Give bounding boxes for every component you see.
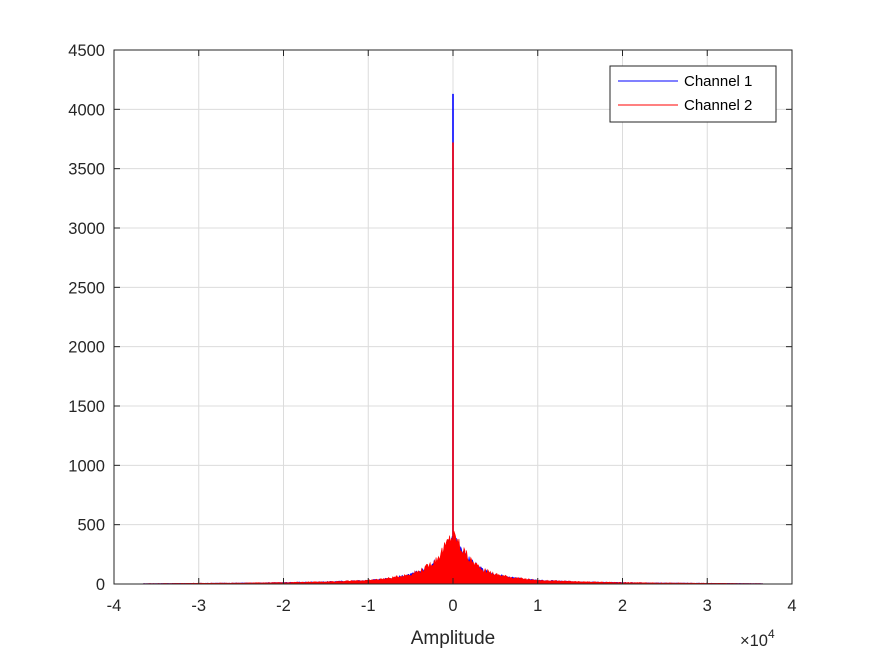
y-tick-labels: 0 500 1000 1500 2000 2500 3000 3500 4000 4500 xyxy=(68,42,105,594)
tick-marks xyxy=(113,49,793,585)
x-tick-label: -1 xyxy=(361,597,376,615)
y-tick-label: 2000 xyxy=(68,339,105,357)
plot-area xyxy=(113,49,793,585)
y-tick-label: 3500 xyxy=(68,161,105,179)
y-tick-label: 3000 xyxy=(68,220,105,238)
y-tick-label: 0 xyxy=(96,576,105,594)
x-exponent-power: 4 xyxy=(768,627,775,641)
y-tick-label: 2500 xyxy=(68,279,105,297)
x-axis-label: Amplitude xyxy=(411,628,496,649)
y-tick-label: 4500 xyxy=(68,42,105,60)
y-tick-label: 1000 xyxy=(68,457,105,475)
x-tick-label: -3 xyxy=(191,597,206,615)
series-2-histogram xyxy=(143,142,763,585)
x-tick-label: 3 xyxy=(703,597,712,615)
legend[interactable]: Channel 1 Channel 2 xyxy=(609,65,777,123)
y-tick-label: 1500 xyxy=(68,398,105,416)
x-tick-label: 2 xyxy=(618,597,627,615)
legend-label-2: Channel 2 xyxy=(684,97,752,114)
x-exponent-base: ×10 xyxy=(740,632,768,650)
x-tick-label: -2 xyxy=(276,597,291,615)
x-tick-label: 1 xyxy=(533,597,542,615)
y-tick-label: 500 xyxy=(77,517,105,535)
legend-box xyxy=(609,65,777,123)
x-tick-label: -4 xyxy=(107,597,122,615)
x-axis-exponent: ×104 xyxy=(740,627,775,650)
x-tick-label: 4 xyxy=(787,597,796,615)
x-tick-label: 0 xyxy=(448,597,457,615)
series-layer xyxy=(143,93,763,585)
legend-label-1: Channel 1 xyxy=(684,73,752,90)
x-tick-labels: -4 -3 -2 -1 0 1 2 3 4 xyxy=(107,597,797,615)
y-tick-label: 4000 xyxy=(68,101,105,119)
